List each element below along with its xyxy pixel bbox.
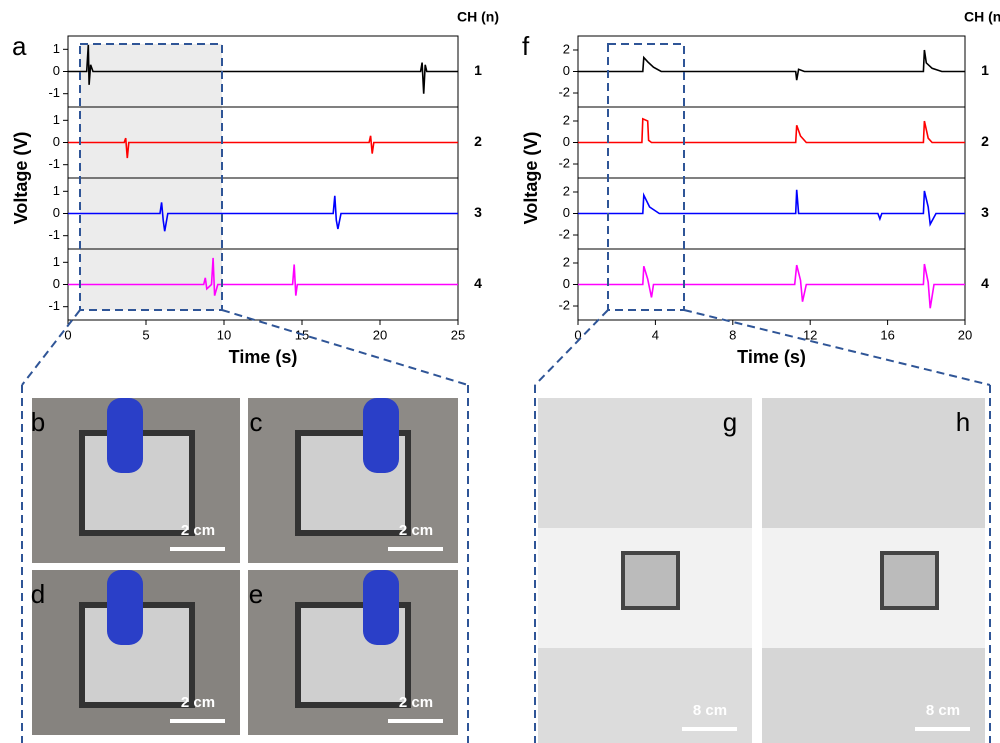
x-tick-label: 10 — [217, 327, 231, 342]
y-tick-label: 0 — [563, 63, 570, 78]
y-tick-label: -1 — [48, 85, 60, 100]
scale-label: 8 cm — [693, 702, 727, 719]
y-tick-label: 0 — [53, 134, 60, 149]
scale-label: 2 cm — [181, 522, 215, 539]
signal-line — [68, 136, 458, 158]
y-axis-label: Voltage (V) — [11, 132, 31, 225]
glove-finger — [107, 570, 143, 645]
y-tick-label: 2 — [563, 254, 570, 269]
glove-finger — [363, 398, 399, 473]
x-tick-label: 8 — [729, 327, 736, 342]
channel-label: 3 — [981, 204, 989, 220]
zoom-box — [608, 44, 684, 310]
arm — [762, 528, 985, 648]
y-tick-label: 1 — [53, 254, 60, 269]
y-tick-label: -2 — [558, 84, 570, 99]
scale-label: 2 cm — [399, 694, 433, 711]
channel-label: 2 — [981, 133, 989, 149]
y-tick-label: 1 — [53, 112, 60, 127]
x-tick-label: 20 — [373, 327, 387, 342]
channel-label: 1 — [981, 62, 989, 78]
x-tick-label: 20 — [958, 327, 972, 342]
photo-label: c — [250, 407, 263, 437]
x-axis-label: Time (s) — [737, 347, 806, 367]
y-tick-label: 0 — [53, 205, 60, 220]
panel-label: f — [522, 31, 530, 61]
y-tick-label: -1 — [48, 298, 60, 313]
y-tick-label: -1 — [48, 227, 60, 242]
y-axis-label: Voltage (V) — [521, 132, 541, 225]
photo-label: e — [249, 579, 263, 609]
signal-line — [578, 119, 965, 143]
channel-label: 1 — [474, 62, 482, 78]
channel-header: CH (n) — [964, 9, 1000, 25]
x-tick-label: 25 — [451, 327, 465, 342]
scale-label: 2 cm — [181, 694, 215, 711]
signal-line — [578, 50, 965, 80]
x-tick-label: 4 — [652, 327, 659, 342]
x-tick-label: 0 — [64, 327, 71, 342]
x-axis-label: Time (s) — [229, 347, 298, 367]
x-tick-label: 5 — [142, 327, 149, 342]
photo-label: h — [956, 407, 970, 437]
y-tick-label: 0 — [53, 276, 60, 291]
channel-label: 4 — [981, 275, 989, 291]
y-tick-label: -2 — [558, 155, 570, 170]
channel-label: 4 — [474, 275, 482, 291]
scale-label: 2 cm — [399, 522, 433, 539]
y-tick-label: -2 — [558, 297, 570, 312]
sensor-pad — [623, 553, 678, 608]
photo-label: g — [723, 407, 737, 437]
sensor-pad — [882, 553, 937, 608]
channel-label: 3 — [474, 204, 482, 220]
photo-label: d — [31, 579, 45, 609]
y-tick-label: 0 — [563, 205, 570, 220]
photo-label: b — [31, 407, 45, 437]
glove-finger — [107, 398, 143, 473]
x-tick-label: 16 — [880, 327, 894, 342]
y-tick-label: 0 — [563, 134, 570, 149]
highlight-region — [80, 44, 222, 310]
y-tick-label: 1 — [53, 183, 60, 198]
panel-label: a — [12, 31, 27, 61]
signal-line — [578, 264, 965, 308]
channel-header: CH (n) — [457, 9, 499, 25]
y-tick-label: -1 — [48, 156, 60, 171]
y-tick-label: 2 — [563, 112, 570, 127]
y-tick-label: 1 — [53, 41, 60, 56]
glove-finger — [363, 570, 399, 645]
figure: 10-1110-1210-1310-140510152025Time (s)Vo… — [0, 0, 1000, 743]
signal-line — [578, 190, 965, 225]
channel-label: 2 — [474, 133, 482, 149]
scale-label: 8 cm — [926, 702, 960, 719]
y-tick-label: 0 — [563, 276, 570, 291]
y-tick-label: 2 — [563, 183, 570, 198]
y-tick-label: -2 — [558, 226, 570, 241]
y-tick-label: 0 — [53, 63, 60, 78]
y-tick-label: 2 — [563, 41, 570, 56]
